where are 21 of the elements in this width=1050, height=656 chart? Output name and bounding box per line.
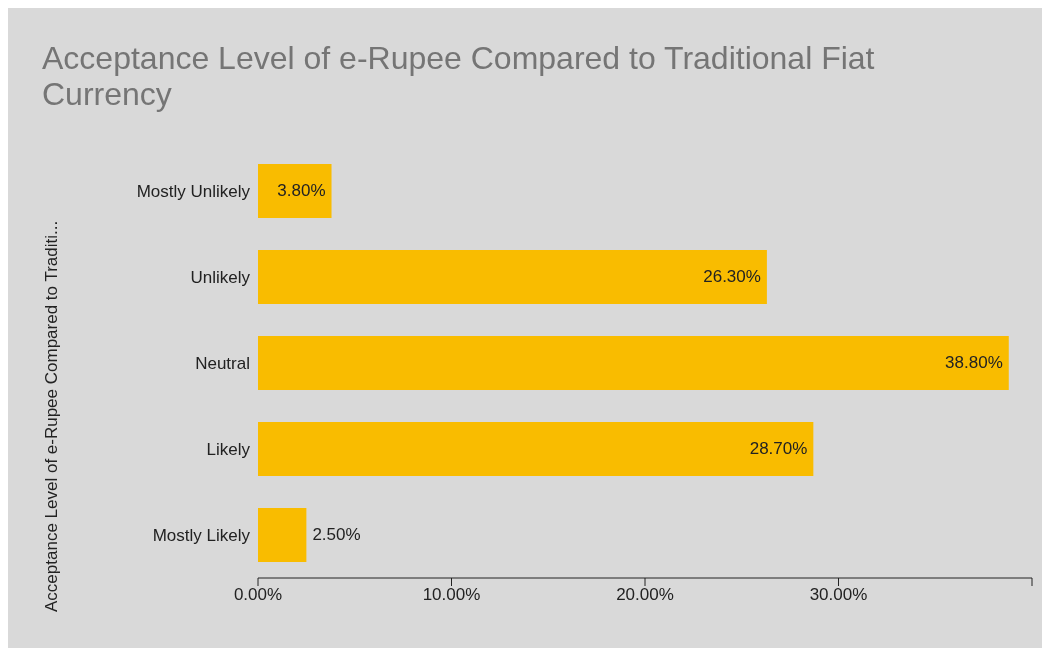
x-tick-label: 0.00% — [233, 585, 283, 605]
y-axis-title: Acceptance Level of e-Rupee Compared to Traditi... — [42, 219, 62, 612]
x-tick-label: 30.00% — [809, 585, 868, 605]
bar — [258, 508, 307, 562]
data-label: 2.50% — [312, 525, 361, 544]
bar — [258, 250, 767, 304]
x-tick-label: 20.00% — [616, 585, 674, 605]
data-label: 28.70% — [749, 439, 808, 458]
chart-title: Acceptance Level of e-Rupee Compared to Traditional Fiat Currency — [42, 40, 876, 112]
x-tick-label: 10.00% — [422, 585, 481, 605]
y-tick-label: Mostly Likely — [152, 526, 251, 546]
y-tick-label: Unlikely — [190, 268, 251, 288]
data-label: 3.80% — [277, 181, 326, 200]
y-tick-label: Likely — [206, 440, 251, 460]
y-tick-label: Mostly Unlikely — [136, 182, 251, 202]
y-tick-label: Neutral — [195, 354, 250, 374]
bar — [258, 422, 814, 476]
bar — [258, 164, 332, 218]
bar — [258, 336, 1009, 390]
data-label: 38.80% — [945, 353, 1003, 372]
data-label: 26.30% — [703, 267, 761, 286]
